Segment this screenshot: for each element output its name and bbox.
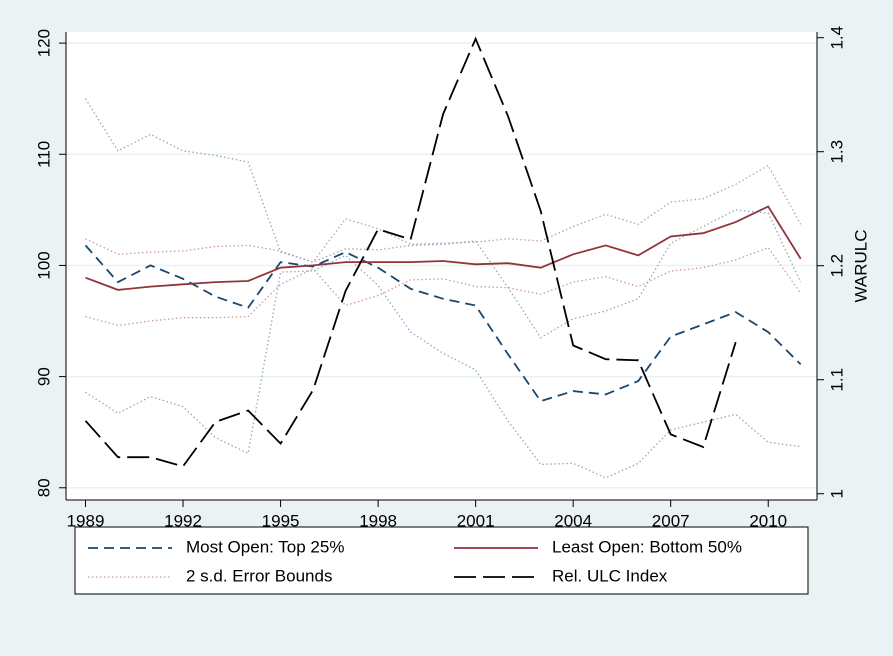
legend-label: 2 s.d. Error Bounds xyxy=(186,566,332,585)
series-line xyxy=(84,98,802,339)
legend-box xyxy=(74,526,809,595)
x-tick-label: 1989 xyxy=(67,511,105,530)
legend-label: Least Open: Bottom 50% xyxy=(552,537,742,556)
y2-tick-label: 1.1 xyxy=(827,368,846,392)
y-tick-label: 110 xyxy=(34,141,53,168)
series-line xyxy=(84,244,802,403)
y-tick-label: 90 xyxy=(34,367,53,386)
y2-tick-label: 1.4 xyxy=(827,26,846,50)
x-tick-label: 2007 xyxy=(652,511,690,530)
series-line xyxy=(84,36,737,468)
y-tick-label: 80 xyxy=(34,478,53,497)
y2-axis-title: WARULC xyxy=(851,229,870,302)
x-tick-label: 2004 xyxy=(554,511,592,530)
x-tick-label: 1992 xyxy=(164,511,202,530)
x-tick-label: 1998 xyxy=(359,511,397,530)
x-tick-label: 2001 xyxy=(457,511,495,530)
y2-tick-label: 1 xyxy=(827,489,846,498)
y2-tick-label: 1.3 xyxy=(827,140,846,164)
y-tick-label: 100 xyxy=(34,251,53,279)
x-tick-label: 2010 xyxy=(749,511,787,530)
legend-label: Rel. ULC Index xyxy=(552,566,668,585)
y2-tick-label: 1.2 xyxy=(827,254,846,278)
series-line xyxy=(85,205,802,291)
y-tick-label: 120 xyxy=(34,29,53,57)
series-line xyxy=(85,246,802,327)
legend-label: Most Open: Top 25% xyxy=(186,537,344,556)
x-tick-label: 1995 xyxy=(262,511,300,530)
